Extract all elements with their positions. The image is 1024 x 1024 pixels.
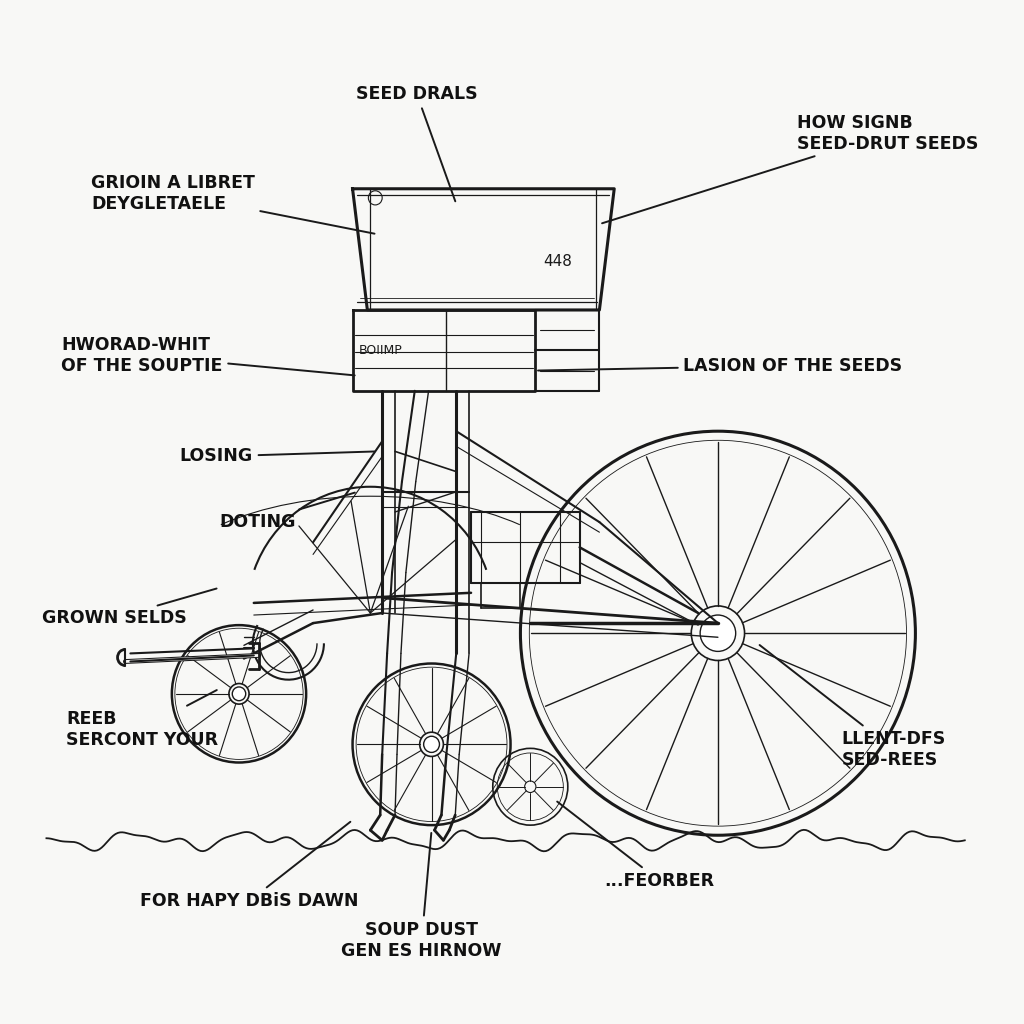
Text: HWORAD-WHIT
OF THE SOUPTIE: HWORAD-WHIT OF THE SOUPTIE xyxy=(61,336,354,376)
Text: REEB
SERCONT YOUR: REEB SERCONT YOUR xyxy=(67,690,218,749)
Text: 448: 448 xyxy=(544,254,572,269)
Text: ...FEORBER: ...FEORBER xyxy=(557,802,715,890)
Text: LASION OF THE SEEDS: LASION OF THE SEEDS xyxy=(538,356,902,375)
Text: SEED DRALS: SEED DRALS xyxy=(356,85,477,202)
Circle shape xyxy=(424,736,439,753)
Circle shape xyxy=(232,687,246,700)
Circle shape xyxy=(700,615,735,651)
Text: LOSING: LOSING xyxy=(180,447,375,466)
Text: HOW SIGNB
SEED-DRUT SEEDS: HOW SIGNB SEED-DRUT SEEDS xyxy=(602,114,978,223)
Text: DOTING: DOTING xyxy=(219,493,355,531)
Text: GRIOIN A LIBRET
DEYGLETAELE: GRIOIN A LIBRET DEYGLETAELE xyxy=(91,174,375,233)
Text: GROWN SELDS: GROWN SELDS xyxy=(42,589,216,627)
Text: LLENT-DFS
SED-REES: LLENT-DFS SED-REES xyxy=(760,645,945,769)
Text: SOUP DUST
GEN ES HIRNOW: SOUP DUST GEN ES HIRNOW xyxy=(341,833,502,959)
Text: FOR HAPY DBiS DAWN: FOR HAPY DBiS DAWN xyxy=(140,822,358,910)
Text: BOIIMP: BOIIMP xyxy=(358,344,402,357)
